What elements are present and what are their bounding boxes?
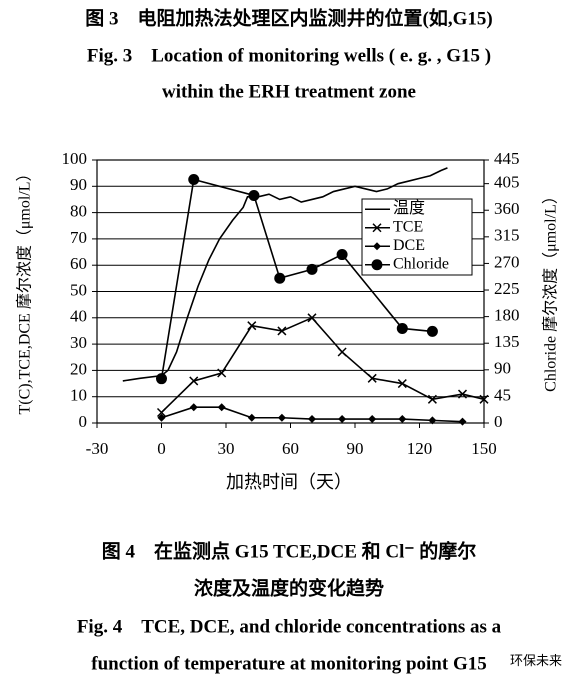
y-tick-label: 30	[70, 333, 87, 352]
caption: 浓度及温度的变化趋势	[194, 576, 384, 599]
x-tick-label: -30	[86, 439, 109, 458]
y2-tick-label: 225	[494, 279, 520, 298]
marker	[398, 415, 407, 424]
marker	[156, 373, 167, 385]
y2-tick-label: 90	[494, 359, 511, 378]
series-line	[160, 316, 485, 414]
marker	[157, 413, 166, 422]
caption: 图 3 电阻加热法处理区内监测井的位置(如,G15)	[85, 6, 492, 29]
series-line	[160, 178, 433, 379]
x-tick-label: 0	[157, 439, 166, 458]
y-tick-label: 100	[62, 149, 88, 168]
y2-tick-label: 45	[494, 385, 511, 404]
legend-marker	[373, 242, 381, 251]
caption: Fig. 3 Location of monitoring wells ( e.…	[87, 45, 491, 66]
legend-marker	[371, 259, 383, 271]
marker	[307, 313, 317, 323]
y2-tick-label: 270	[494, 252, 520, 271]
marker	[338, 415, 347, 424]
marker	[396, 322, 408, 334]
marker	[189, 403, 198, 412]
marker	[274, 272, 286, 284]
marker	[368, 415, 377, 424]
marker	[308, 415, 316, 424]
series-line	[122, 167, 448, 382]
marker	[188, 174, 200, 186]
marker	[479, 394, 489, 404]
marker	[217, 403, 226, 412]
y-tick-label: 40	[70, 307, 87, 326]
y2-tick-label: 315	[494, 226, 520, 245]
marker	[189, 376, 199, 386]
y2-tick-label: 445	[494, 149, 520, 168]
marker	[277, 326, 287, 336]
y-tick-label: 70	[70, 228, 87, 247]
caption: Fig. 4 TCE, DCE, and chloride concentrat…	[77, 616, 502, 637]
marker	[397, 379, 407, 389]
marker	[277, 413, 286, 422]
marker	[217, 368, 227, 378]
x-tick-label: 90	[347, 439, 364, 458]
y-tick-label: 10	[70, 386, 87, 405]
marker	[426, 325, 438, 337]
x-tick-label: 60	[282, 439, 299, 458]
x-tick-label: 30	[218, 439, 235, 458]
marker	[458, 417, 467, 426]
x-axis-label: 加热时间（天）	[226, 472, 352, 492]
marker	[428, 416, 437, 425]
y2-tick-label: 405	[494, 173, 520, 192]
y2-tick-label: 360	[494, 199, 520, 218]
y2-tick-label: 0	[494, 412, 503, 431]
legend-label: DCE	[393, 237, 425, 254]
y-tick-label: 0	[79, 412, 88, 431]
y-tick-label: 90	[70, 175, 87, 194]
y2-tick-label: 135	[494, 332, 520, 351]
marker	[427, 394, 437, 404]
marker	[248, 189, 260, 201]
y2-tick-label: 180	[494, 306, 520, 325]
marker	[367, 373, 377, 383]
caption: 图 4 在监测点 G15 TCE,DCE 和 Cl⁻ 的摩尔	[102, 539, 476, 562]
legend-label: TCE	[393, 218, 423, 235]
y-tick-label: 60	[70, 254, 87, 273]
marker	[156, 407, 167, 418]
caption: within the ERH treatment zone	[162, 81, 416, 102]
legend-label: Chloride	[393, 255, 449, 272]
y-tick-label: 80	[70, 202, 87, 221]
marker	[247, 321, 257, 331]
marker	[457, 389, 468, 399]
y-tick-label: 50	[70, 280, 87, 299]
marker	[247, 413, 256, 422]
x-tick-label: 150	[471, 439, 497, 458]
caption: function of temperature at monitoring po…	[91, 653, 486, 674]
watermark: 环保未来	[510, 653, 562, 668]
marker	[306, 263, 318, 275]
legend-label: 温度	[393, 199, 425, 217]
legend-marker	[372, 223, 382, 233]
x-tick-label: 120	[407, 439, 433, 458]
y-tick-label: 20	[70, 359, 87, 378]
y2-axis-label: Chloride 摩尔浓度（μmol/L）	[542, 188, 560, 392]
marker	[337, 347, 347, 357]
y-axis-label: T(C),TCE,DCE 摩尔浓度（μmol/L）	[16, 165, 34, 414]
marker	[336, 249, 348, 261]
plot-frame	[96, 159, 485, 424]
